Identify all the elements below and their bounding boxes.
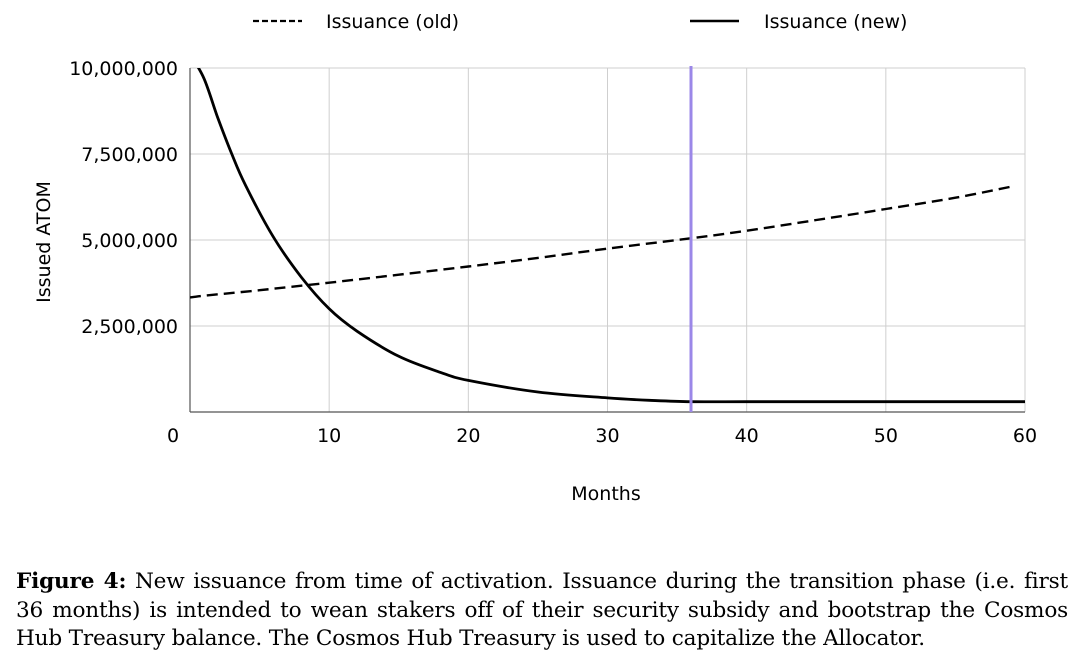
x-tick-label: 10 [317, 425, 341, 447]
legend-label-new: Issuance (new) [764, 11, 907, 33]
series-line-issuance-old [190, 185, 1012, 299]
x-axis-label: Months [571, 483, 640, 505]
y-tick-label: 5,000,000 [81, 230, 178, 252]
y-tick-label: 2,500,000 [81, 316, 178, 338]
x-tick-label: 0 [167, 425, 179, 447]
figure-caption: Figure 4: New issuance from time of acti… [16, 568, 1068, 654]
caption-text: New issuance from time of activation. Is… [16, 569, 1068, 651]
x-tick-label: 60 [1013, 425, 1037, 447]
y-tick-label: 7,500,000 [81, 144, 178, 166]
x-tick-label: 30 [595, 425, 619, 447]
issuance-chart: 0 10 20 30 40 50 60 2,500,000 5,000,000 7,500,00… [33, 11, 1037, 505]
legend-label-old: Issuance (old) [326, 11, 459, 33]
grid-lines [190, 67, 1026, 412]
legend: Issuance (old) Issuance (new) [253, 11, 907, 33]
x-tick-label: 40 [735, 425, 759, 447]
x-tick-label: 50 [874, 425, 898, 447]
y-tick-label: 10,000,000 [69, 58, 178, 80]
series-line-issuance-new [196, 68, 1025, 404]
axes [189, 68, 1025, 413]
x-tick-labels: 0 10 20 30 40 50 60 [167, 425, 1037, 447]
caption-label: Figure 4: [16, 569, 127, 594]
x-tick-label: 20 [456, 425, 480, 447]
y-tick-labels: 2,500,000 5,000,000 7,500,000 10,000,000 [69, 58, 178, 338]
series-layer [190, 68, 1025, 404]
y-axis-label: Issued ATOM [33, 181, 55, 303]
